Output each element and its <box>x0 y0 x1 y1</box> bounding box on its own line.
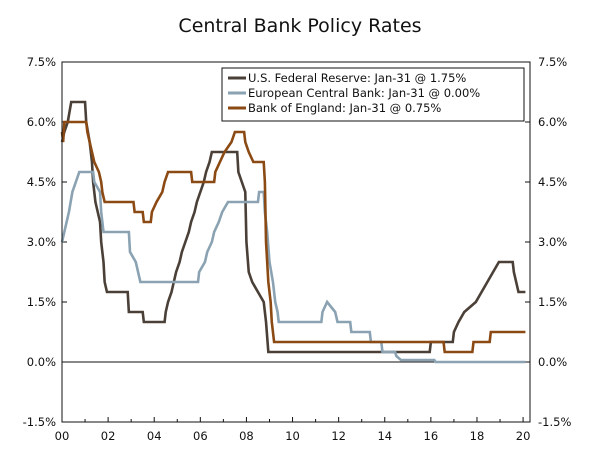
x-tick-label: 16 <box>424 429 439 443</box>
x-tick-label: 12 <box>331 429 346 443</box>
legend-label-2: Bank of England: Jan-31 @ 0.75% <box>248 101 441 115</box>
y-tick-label-left: 0.0% <box>27 355 56 369</box>
y-tick-label-right: 3.0% <box>538 235 567 249</box>
x-tick-label: 00 <box>55 429 70 443</box>
series-line-0 <box>60 100 526 354</box>
x-tick-label: 06 <box>193 429 208 443</box>
series-layer <box>60 100 526 364</box>
x-tick-label: 04 <box>147 429 162 443</box>
legend-label-0: U.S. Federal Reserve: Jan-31 @ 1.75% <box>248 71 466 85</box>
legend: U.S. Federal Reserve: Jan-31 @ 1.75%Euro… <box>221 67 525 122</box>
series-line-1 <box>60 170 526 364</box>
y-tick-label-right: 1.5% <box>538 295 567 309</box>
y-tick-label-left: 1.5% <box>27 295 56 309</box>
chart-title: Central Bank Policy Rates <box>178 15 421 37</box>
x-tick-label: 10 <box>285 429 300 443</box>
y-tick-label-left: 4.5% <box>27 175 56 189</box>
x-tick-label: 02 <box>101 429 116 443</box>
x-tick-label: 08 <box>239 429 254 443</box>
y-tick-label-right: -1.5% <box>538 415 571 429</box>
y-tick-label-left: -1.5% <box>23 415 56 429</box>
y-tick-label-left: 7.5% <box>27 55 56 69</box>
y-tick-label-right: 0.0% <box>538 355 567 369</box>
x-tick-label: 14 <box>377 429 392 443</box>
x-tick-label: 20 <box>516 429 531 443</box>
y-tick-label-left: 3.0% <box>27 235 56 249</box>
y-tick-label-left: 6.0% <box>27 115 56 129</box>
series-line-2 <box>60 120 526 354</box>
y-tick-label-right: 7.5% <box>538 55 567 69</box>
legend-label-1: European Central Bank: Jan-31 @ 0.00% <box>248 86 480 100</box>
plot-frame <box>61 61 531 423</box>
y-tick-label-right: 4.5% <box>538 175 567 189</box>
x-tick-label: 18 <box>470 429 485 443</box>
legend-box <box>221 67 525 122</box>
y-tick-label-right: 6.0% <box>538 115 567 129</box>
